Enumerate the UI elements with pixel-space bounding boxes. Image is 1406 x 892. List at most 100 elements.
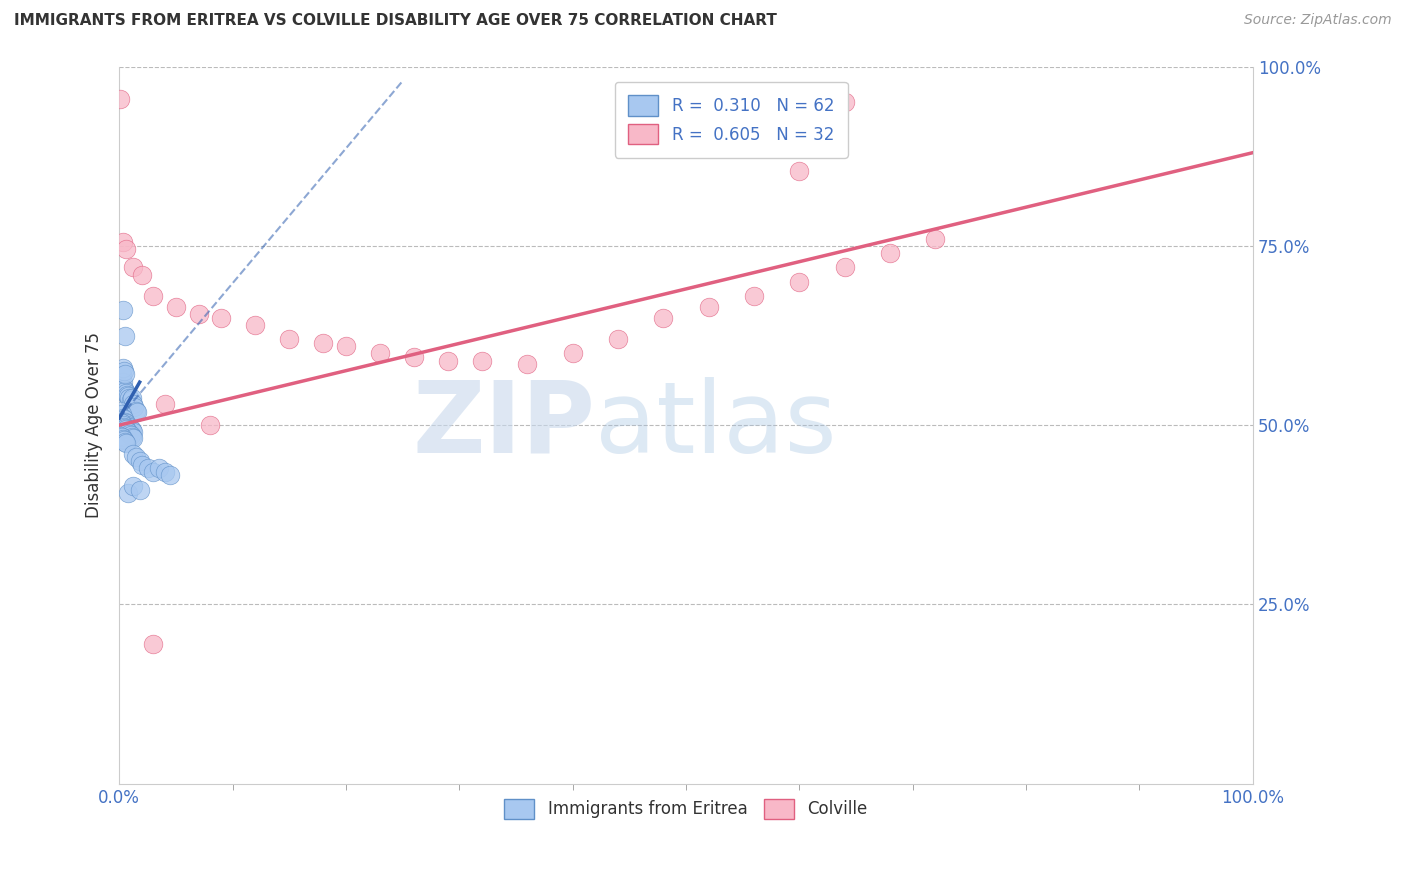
Point bbox=[110, 378, 132, 392]
Point bbox=[697, 300, 720, 314]
Text: ZIP: ZIP bbox=[412, 376, 595, 474]
Point bbox=[312, 335, 335, 350]
Point bbox=[110, 404, 132, 418]
Point bbox=[114, 367, 136, 381]
Point bbox=[122, 447, 145, 461]
Point bbox=[607, 332, 630, 346]
Point bbox=[924, 232, 946, 246]
Point bbox=[122, 397, 145, 411]
Point bbox=[142, 637, 165, 651]
Point bbox=[114, 434, 136, 449]
Point bbox=[128, 483, 150, 497]
Point bbox=[131, 268, 153, 282]
Point bbox=[111, 375, 134, 389]
Point bbox=[122, 425, 145, 440]
Point bbox=[111, 418, 134, 433]
Point bbox=[114, 421, 136, 435]
Point bbox=[117, 486, 139, 500]
Point bbox=[879, 246, 901, 260]
Point bbox=[115, 388, 138, 402]
Point bbox=[117, 425, 139, 440]
Point bbox=[110, 92, 132, 106]
Point bbox=[110, 430, 132, 444]
Point bbox=[115, 243, 138, 257]
Point bbox=[115, 424, 138, 438]
Point bbox=[120, 393, 142, 408]
Point bbox=[115, 385, 138, 400]
Point bbox=[561, 346, 583, 360]
Text: Source: ZipAtlas.com: Source: ZipAtlas.com bbox=[1244, 13, 1392, 28]
Point bbox=[136, 461, 159, 475]
Point bbox=[209, 310, 232, 325]
Point bbox=[112, 419, 135, 434]
Point bbox=[114, 415, 136, 429]
Point bbox=[111, 360, 134, 375]
Point bbox=[110, 415, 132, 429]
Point bbox=[153, 397, 176, 411]
Point bbox=[142, 465, 165, 479]
Point bbox=[127, 405, 149, 419]
Point bbox=[117, 419, 139, 434]
Point bbox=[516, 357, 538, 371]
Point bbox=[110, 368, 132, 382]
Point bbox=[153, 465, 176, 479]
Point bbox=[111, 411, 134, 425]
Point bbox=[112, 364, 135, 378]
Point bbox=[110, 416, 132, 430]
Point bbox=[789, 275, 811, 289]
Point bbox=[122, 431, 145, 445]
Point bbox=[148, 461, 170, 475]
Point bbox=[128, 454, 150, 468]
Point bbox=[112, 382, 135, 396]
Point bbox=[115, 416, 138, 430]
Point bbox=[121, 391, 143, 405]
Point bbox=[114, 384, 136, 398]
Point bbox=[165, 300, 187, 314]
Point bbox=[121, 430, 143, 444]
Point bbox=[111, 432, 134, 446]
Point bbox=[198, 418, 221, 433]
Point bbox=[278, 332, 301, 346]
Y-axis label: Disability Age Over 75: Disability Age Over 75 bbox=[86, 332, 103, 518]
Point bbox=[125, 404, 148, 418]
Point bbox=[742, 289, 765, 303]
Point bbox=[245, 318, 267, 332]
Legend: Immigrants from Eritrea, Colville: Immigrants from Eritrea, Colville bbox=[498, 792, 875, 826]
Point bbox=[115, 422, 138, 436]
Point bbox=[111, 235, 134, 250]
Point bbox=[335, 339, 357, 353]
Point bbox=[115, 436, 138, 450]
Point bbox=[115, 418, 138, 433]
Point bbox=[122, 401, 145, 415]
Point bbox=[125, 450, 148, 465]
Point bbox=[142, 289, 165, 303]
Point bbox=[118, 420, 141, 434]
Point bbox=[121, 423, 143, 437]
Point bbox=[120, 422, 142, 436]
Point bbox=[131, 458, 153, 472]
Point bbox=[122, 479, 145, 493]
Point bbox=[112, 412, 135, 426]
Point bbox=[187, 307, 209, 321]
Point bbox=[471, 353, 494, 368]
Point bbox=[110, 408, 132, 422]
Point bbox=[834, 95, 856, 110]
Point bbox=[122, 260, 145, 275]
Point bbox=[120, 428, 142, 442]
Point bbox=[402, 350, 425, 364]
Point bbox=[652, 310, 675, 325]
Point bbox=[159, 468, 181, 483]
Point bbox=[834, 260, 856, 275]
Point bbox=[368, 346, 391, 360]
Point bbox=[118, 426, 141, 441]
Point bbox=[117, 389, 139, 403]
Text: IMMIGRANTS FROM ERITREA VS COLVILLE DISABILITY AGE OVER 75 CORRELATION CHART: IMMIGRANTS FROM ERITREA VS COLVILLE DISA… bbox=[14, 13, 778, 29]
Point bbox=[110, 429, 132, 443]
Point bbox=[111, 303, 134, 318]
Point bbox=[437, 353, 460, 368]
Point bbox=[789, 163, 811, 178]
Point bbox=[112, 434, 135, 448]
Point bbox=[114, 328, 136, 343]
Point bbox=[118, 391, 141, 405]
Text: atlas: atlas bbox=[595, 376, 837, 474]
